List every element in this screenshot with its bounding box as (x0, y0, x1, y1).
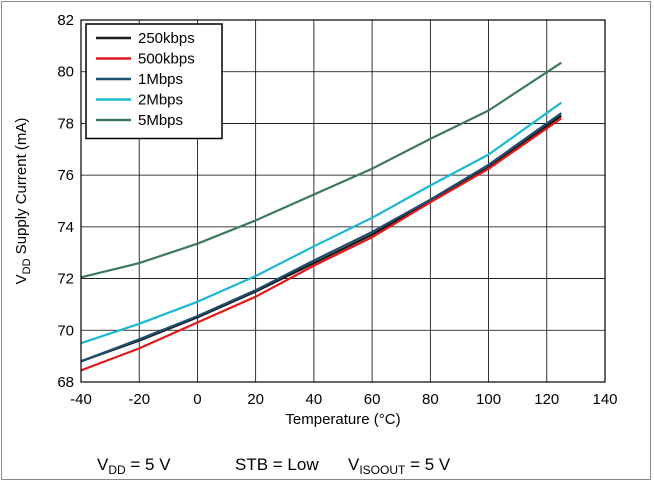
plot-area-border (80, 19, 606, 383)
series-lines (80, 61, 562, 372)
series-line-2mbps (80, 101, 562, 345)
x-tick-label: 80 (422, 391, 439, 408)
legend-label-2mbps: 2Mbps (138, 92, 183, 109)
y-axis-label-rest: Supply Current (mA) (13, 118, 30, 259)
legend-label-5mbps: 5Mbps (138, 112, 183, 129)
y-tick-label: 76 (57, 167, 74, 184)
condition-vdd: VDD = 5 V (97, 455, 171, 477)
condition-vdd-main: V (97, 455, 109, 474)
y-tick-label: 72 (57, 271, 74, 288)
legend-label-1mbps: 1Mbps (138, 71, 183, 88)
condition-vdd-sub: DD (108, 463, 126, 477)
legend-label-250kbps: 250kbps (138, 30, 195, 47)
x-tick-label: 60 (364, 391, 381, 408)
y-tick-label: 68 (57, 374, 74, 391)
x-tick-label: -20 (128, 391, 150, 408)
condition-visoout-rest: = 5 V (405, 455, 451, 474)
y-tick-label: 74 (57, 219, 74, 236)
x-tick-label: 100 (476, 391, 501, 408)
x-tick-label: -40 (70, 391, 92, 408)
condition-visoout-main: V (348, 455, 360, 474)
y-axis-label: VDD Supply Current (mA) (13, 118, 33, 285)
condition-visoout: VISOOUT = 5 V (348, 455, 451, 477)
x-tick-label: 0 (193, 391, 201, 408)
condition-visoout-sub: ISOOUT (359, 463, 406, 477)
series-line-500kbps (80, 117, 562, 372)
legend-label-500kbps: 500kbps (138, 51, 195, 68)
y-tick-labels: 68 70 72 74 76 78 80 82 (57, 12, 74, 391)
y-tick-label: 70 (57, 322, 74, 339)
series-line-250kbps (80, 114, 562, 363)
y-tick-label: 82 (57, 12, 74, 29)
y-tick-label: 80 (57, 64, 74, 81)
x-axis-label: Temperature (°C) (285, 411, 400, 428)
x-tick-label: 20 (247, 391, 264, 408)
legend: 250kbps 500kbps 1Mbps 2Mbps 5Mbps (85, 23, 223, 140)
series-line-1mbps (80, 112, 562, 363)
x-tick-label: 120 (534, 391, 559, 408)
x-tick-label: 40 (306, 391, 323, 408)
x-tick-label: 140 (592, 391, 617, 408)
x-tick-labels: -40 -20 0 20 40 60 80 100 120 140 (70, 391, 617, 408)
y-axis-label-sub: DD (21, 258, 33, 274)
y-axis-label-main: V (13, 274, 30, 284)
condition-vdd-rest: = 5 V (126, 455, 172, 474)
y-tick-label: 78 (57, 115, 74, 132)
series-line-5mbps (80, 61, 562, 279)
condition-stb: STB = Low (235, 455, 319, 474)
